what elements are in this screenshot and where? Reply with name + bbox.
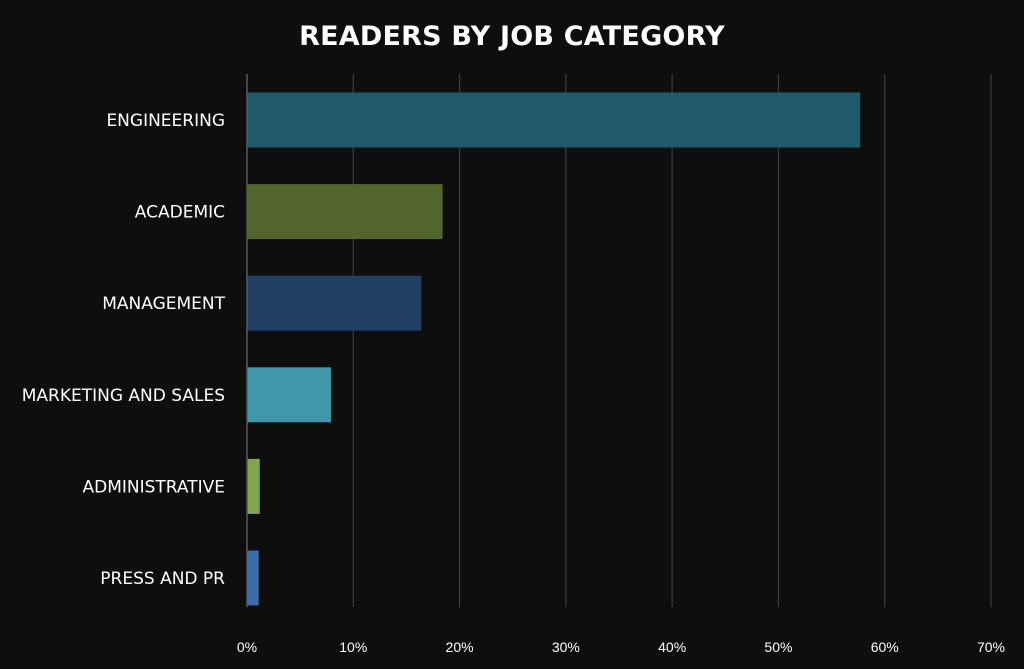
bar	[247, 550, 259, 606]
bar	[247, 367, 331, 423]
category-label: MARKETING AND SALES	[22, 386, 225, 406]
bar	[247, 92, 861, 148]
x-tick-label: 20%	[446, 639, 474, 655]
x-tick-label: 30%	[552, 639, 580, 655]
bar	[247, 184, 443, 240]
chart-title: READERS BY JOB CATEGORY	[299, 21, 725, 52]
category-label: ENGINEERING	[106, 111, 225, 131]
bars	[247, 92, 861, 606]
category-label: ADMINISTRATIVE	[82, 477, 225, 497]
x-tick-label: 70%	[977, 639, 1005, 655]
x-tick-label: 50%	[764, 639, 792, 655]
category-label: PRESS AND PR	[100, 569, 225, 589]
gridlines	[352, 74, 992, 607]
bar	[247, 275, 422, 331]
x-tick-label: 40%	[658, 639, 686, 655]
x-tick-label: 60%	[871, 639, 899, 655]
category-label: ACADEMIC	[135, 203, 225, 223]
x-axis-ticks: 0% 10% 20% 30% 40% 50% 60% 70%	[237, 639, 1005, 655]
x-tick-label: 10%	[339, 639, 367, 655]
category-labels: ENGINEERING ACADEMIC MANAGEMENT MARKETING A…	[22, 111, 226, 589]
x-tick-label: 0%	[237, 639, 257, 655]
bar	[247, 458, 260, 514]
category-label: MANAGEMENT	[102, 294, 225, 314]
